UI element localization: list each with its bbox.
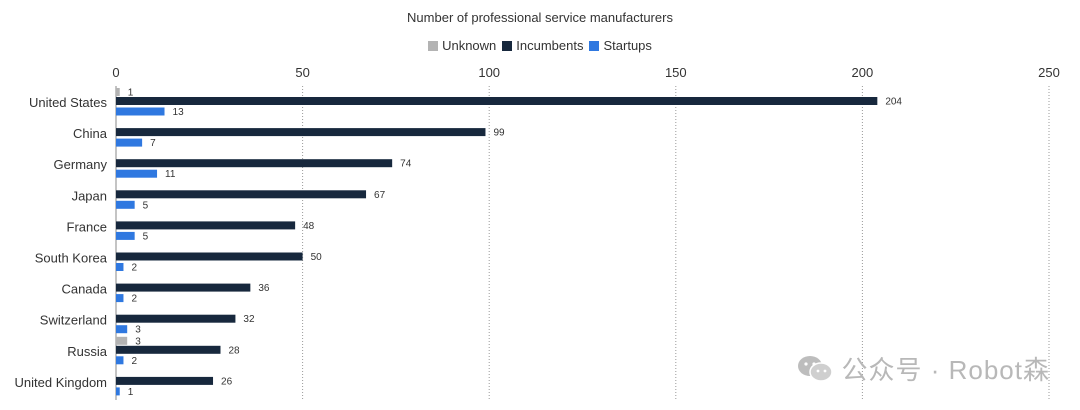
bar-startups <box>116 138 143 147</box>
category-label: Switzerland <box>40 313 107 328</box>
category-label: Germany <box>54 157 108 172</box>
bar-incumbents <box>116 221 296 230</box>
category-label: China <box>73 126 108 141</box>
wechat-icon <box>797 355 833 382</box>
legend-item-unknown[interactable]: Unknown <box>428 38 496 53</box>
category-label: Russia <box>67 344 108 359</box>
bar-incumbents <box>116 314 236 323</box>
legend-swatch-startups <box>589 40 600 51</box>
data-label: 28 <box>228 345 240 356</box>
legend-swatch-incumbents <box>502 40 513 51</box>
bar-incumbents <box>116 345 221 354</box>
data-label: 11 <box>165 169 176 180</box>
bar-incumbents <box>116 376 214 385</box>
bar-startups <box>116 356 124 365</box>
data-label: 48 <box>303 221 315 232</box>
bar-unknown <box>116 336 128 345</box>
bar-unknown <box>116 88 120 96</box>
watermark: 公众号 · Robot森 <box>796 350 1051 387</box>
data-label: 1 <box>128 387 134 398</box>
x-tick-label: 250 <box>1038 65 1060 80</box>
x-tick-label: 150 <box>665 65 687 80</box>
bar-startups <box>116 107 165 116</box>
data-label: 13 <box>173 107 185 118</box>
data-label: 3 <box>135 325 141 336</box>
bar-incumbents <box>116 159 393 168</box>
bar-startups <box>116 294 124 303</box>
legend: Unknown Incumbents Startups <box>0 38 1080 53</box>
legend-item-incumbents[interactable]: Incumbents <box>502 38 583 53</box>
data-label: 99 <box>493 128 505 139</box>
data-label: 5 <box>143 200 149 211</box>
watermark-text: 公众号 · Robot森 <box>841 355 1050 385</box>
legend-swatch-unknown <box>428 40 439 51</box>
category-label: United Kingdom <box>15 375 108 390</box>
category-label: Japan <box>72 188 107 203</box>
category-label: Canada <box>61 282 107 297</box>
x-tick-label: 0 <box>112 65 119 80</box>
chart-title: Number of professional service manufactu… <box>407 10 673 25</box>
bar-startups <box>116 387 120 396</box>
legend-label-unknown: Unknown <box>442 38 497 53</box>
bar-startups <box>116 231 135 240</box>
bar-startups <box>116 200 135 209</box>
data-label: 2 <box>131 356 137 367</box>
x-tick-label: 50 <box>295 65 309 80</box>
bar-incumbents <box>116 283 251 292</box>
data-label: 2 <box>131 263 137 274</box>
bar-startups <box>116 263 124 271</box>
x-tick-label: 200 <box>852 65 874 80</box>
bar-startups <box>116 325 128 334</box>
data-label: 67 <box>374 190 386 201</box>
bar-incumbents <box>116 252 303 261</box>
data-label: 36 <box>258 283 270 294</box>
data-label: 5 <box>143 231 149 242</box>
data-label: 1 <box>128 88 134 99</box>
bar-incumbents <box>116 190 367 199</box>
data-label: 74 <box>400 159 412 170</box>
x-tick-label: 100 <box>478 65 500 80</box>
bar-incumbents <box>116 128 486 137</box>
bar-startups <box>116 169 158 178</box>
category-label: France <box>67 219 107 234</box>
legend-item-startups[interactable]: Startups <box>589 38 652 53</box>
data-label: 7 <box>150 138 156 149</box>
bar-incumbents <box>116 97 878 105</box>
data-label: 2 <box>131 294 137 305</box>
data-label: 50 <box>311 252 323 263</box>
legend-label-startups: Startups <box>603 38 652 53</box>
data-label: 3 <box>135 336 141 347</box>
data-label: 32 <box>243 314 255 325</box>
data-label: 26 <box>221 376 233 387</box>
legend-label-incumbents: Incumbents <box>516 38 584 53</box>
data-label: 204 <box>885 97 902 108</box>
category-label: South Korea <box>35 251 108 266</box>
category-label: United States <box>29 95 108 110</box>
